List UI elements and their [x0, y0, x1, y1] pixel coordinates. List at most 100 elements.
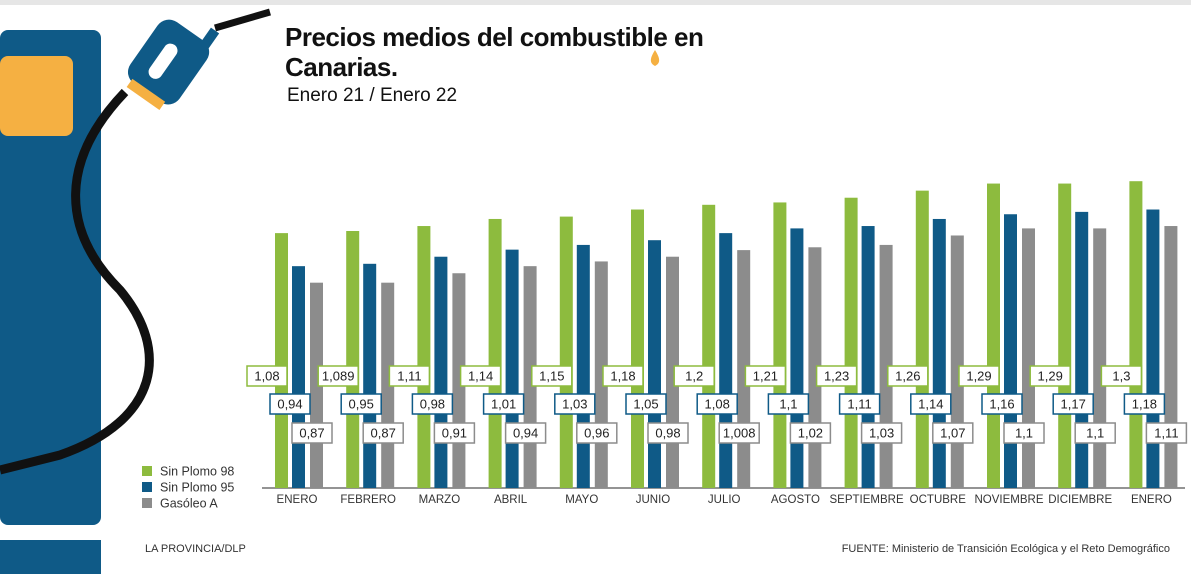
- value-label-box: [1003, 422, 1045, 444]
- value-label: 1,16: [989, 396, 1014, 411]
- bar: [559, 216, 573, 488]
- value-label-box: [1074, 422, 1116, 444]
- top-strip: [0, 0, 1191, 5]
- value-label: 1,008: [723, 425, 756, 440]
- chart-title: Precios medios del combustible en Canari…: [285, 22, 704, 82]
- legend-label: Gasóleo A: [160, 496, 218, 510]
- value-label: 1,2: [685, 368, 703, 383]
- value-label: 0,95: [349, 396, 374, 411]
- value-label: 1,15: [539, 368, 564, 383]
- pump-base: [0, 540, 101, 574]
- value-label: 1,08: [254, 368, 279, 383]
- x-tick-label: AGOSTO: [771, 494, 820, 506]
- bar: [987, 183, 1000, 488]
- drop: [650, 50, 660, 66]
- value-label-box: [1145, 422, 1188, 444]
- bar: [363, 263, 377, 488]
- value-label: 1,11: [847, 396, 871, 411]
- value-label-box: [696, 393, 738, 415]
- value-label: 1,29: [1038, 368, 1063, 383]
- value-label: 1,14: [918, 396, 943, 411]
- legend-swatch: [142, 482, 152, 492]
- bar: [1129, 181, 1143, 488]
- value-label-box: [647, 422, 689, 444]
- bar: [932, 218, 946, 488]
- value-label-box: [340, 393, 382, 415]
- value-label: 1,14: [468, 368, 493, 383]
- value-label-box: [602, 365, 644, 387]
- value-label: 1,07: [940, 425, 965, 440]
- x-tick-label: JULIO: [708, 494, 741, 506]
- bar: [292, 266, 305, 488]
- value-label-box: [554, 393, 596, 415]
- value-label-box: [317, 365, 359, 387]
- value-label: 1,21: [753, 368, 778, 383]
- bar: [1058, 183, 1072, 488]
- x-tick-label: DICIEMBRE: [1048, 494, 1112, 506]
- value-label-box: [789, 422, 832, 444]
- value-label: 0,98: [420, 396, 445, 411]
- value-label-box: [482, 393, 525, 415]
- x-tick-label: JUNIO: [636, 494, 671, 506]
- value-label-box: [958, 365, 1000, 387]
- value-label-box: [744, 365, 787, 387]
- value-label: 1,03: [869, 425, 894, 440]
- value-label: 0,96: [584, 425, 609, 440]
- bar: [861, 226, 875, 489]
- bar: [915, 190, 929, 488]
- value-label-box: [269, 393, 311, 415]
- hose: [0, 88, 154, 475]
- legend-swatch: [142, 498, 152, 508]
- nozzle-spout: [214, 8, 271, 32]
- bar: [790, 228, 804, 488]
- value-label: 1,18: [610, 368, 635, 383]
- value-label-box: [362, 422, 404, 444]
- value-label-box: [932, 422, 974, 444]
- value-label: 0,98: [655, 425, 680, 440]
- legend-swatch: [142, 466, 152, 476]
- bar: [417, 226, 431, 489]
- bar: [702, 204, 716, 489]
- value-label: 1,03: [562, 396, 587, 411]
- x-tick-label: MAYO: [565, 494, 598, 506]
- value-label: 1,08: [705, 396, 730, 411]
- value-label: 0,91: [442, 425, 467, 440]
- x-tick-label: NOVIEMBRE: [974, 494, 1043, 506]
- bar: [1075, 211, 1089, 488]
- bar: [719, 233, 733, 488]
- credit: LA PROVINCIA/DLP: [145, 543, 246, 555]
- value-label-box: [767, 393, 810, 415]
- chart-subtitle: Enero 21 / Enero 22: [287, 85, 458, 106]
- value-label-box: [718, 422, 760, 444]
- value-label: 1,1: [1015, 425, 1033, 440]
- bar: [1022, 228, 1035, 488]
- value-label-box: [1029, 365, 1071, 387]
- value-label-box: [860, 422, 903, 444]
- value-label: 0,87: [371, 425, 396, 440]
- value-label-box: [504, 422, 547, 444]
- x-tick-label: MARZO: [419, 494, 461, 506]
- value-label: 1,3: [1112, 368, 1130, 383]
- bar: [346, 230, 360, 488]
- nozzle: [126, 19, 220, 110]
- x-tick-label: ABRIL: [494, 494, 528, 506]
- value-label-box: [411, 393, 454, 415]
- value-label: 1,02: [798, 425, 823, 440]
- value-label: 0,94: [277, 396, 302, 411]
- value-label-box: [1052, 393, 1094, 415]
- value-label: 1,1: [779, 396, 797, 411]
- value-label-box: [433, 422, 476, 444]
- bar: [1093, 228, 1107, 488]
- bar: [950, 235, 964, 488]
- value-label-box: [981, 393, 1023, 415]
- value-label-box: [625, 393, 667, 415]
- value-label-box: [673, 365, 715, 387]
- bar: [275, 233, 288, 488]
- bar: [505, 249, 519, 488]
- value-label: 1,23: [824, 368, 849, 383]
- bar: [648, 240, 661, 488]
- value-label-box: [459, 365, 502, 387]
- value-label: 1,01: [491, 396, 516, 411]
- legend-label: Sin Plomo 98: [160, 464, 234, 478]
